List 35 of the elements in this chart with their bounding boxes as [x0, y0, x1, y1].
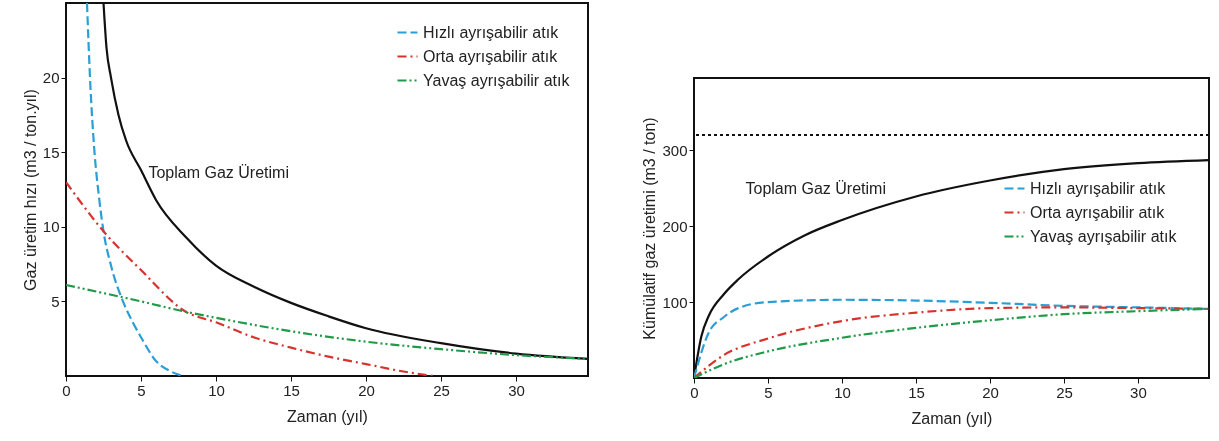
x-tick-label: 15 [283, 381, 300, 399]
legend-label: Hızlı ayrışabilir atık [423, 23, 560, 41]
line-series [66, 283, 588, 360]
legend-label: Yavaş ayrışabilir atık [1030, 227, 1178, 245]
legend-label: Orta ayrışabilir atık [423, 47, 559, 65]
x-tick-label: 15 [908, 383, 925, 401]
legend-label: Hızlı ayrışabilir atık [1030, 179, 1167, 197]
x-tick-label: 25 [1056, 383, 1073, 401]
y-tick-label: 20 [42, 69, 60, 87]
x-axis-title: Zaman (yıl) [911, 409, 993, 427]
y-axis-title: Kümülatif gaz üretimi (m3 / ton) [641, 117, 659, 340]
y-axis-title: Gaz üretim hızı (m3 / ton.yıl) [21, 89, 39, 291]
x-tick-label: 0 [62, 381, 71, 399]
legend-label: Orta ayrışabilir atık [1030, 203, 1166, 221]
y-tick-label: 15 [42, 143, 60, 161]
x-tick-label: 10 [834, 383, 851, 401]
x-tick-label: 25 [433, 381, 450, 399]
x-tick-label: 10 [208, 381, 225, 399]
x-tick-label: 20 [358, 381, 375, 399]
y-tick-label: 5 [51, 292, 60, 310]
x-tick-label: 30 [508, 381, 525, 399]
x-tick-label: 5 [764, 383, 773, 401]
line-series [66, 180, 435, 376]
y-tick-label: 10 [42, 218, 60, 236]
y-tick-label: 200 [662, 217, 688, 235]
x-tick-label: 30 [1130, 383, 1147, 401]
annotation: Toplam Gaz Üretimi [745, 180, 886, 197]
legend-label: Yavaş ayrışabilir atık [423, 71, 571, 89]
annotation: Toplam Gaz Üretimi [148, 163, 289, 181]
y-tick-label: 100 [662, 293, 688, 311]
x-tick-label: 0 [690, 383, 699, 401]
x-axis-title: Zaman (yıl) [287, 407, 368, 425]
y-tick-label: 300 [662, 141, 688, 159]
x-tick-label: 5 [137, 381, 146, 399]
x-tick-label: 20 [982, 383, 999, 401]
